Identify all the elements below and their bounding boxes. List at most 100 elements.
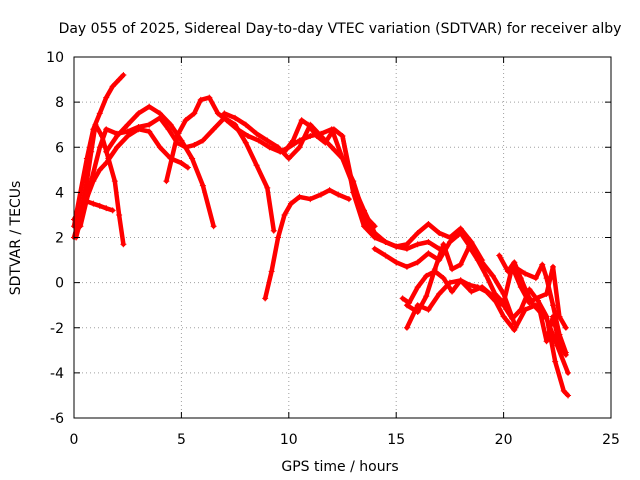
data-point [199,137,206,144]
data-point [92,121,99,128]
data-point [552,358,559,365]
data-point [111,178,118,185]
data-point [425,306,432,313]
data-point [244,132,251,139]
data-point [360,223,367,230]
data-point [565,392,572,399]
data-point [124,121,131,128]
data-point [539,261,546,268]
data-point [298,117,305,124]
data-point [532,295,539,302]
data-point [232,114,239,121]
data-point [116,211,123,218]
ticks: 0 5 10 15 20 25 -6 -4 -2 0 2 4 6 8 10 [46,50,620,448]
data-point [328,144,335,151]
data-point [326,187,333,194]
data-point [167,121,174,128]
data-point [492,290,499,297]
data-point [305,121,312,128]
data-point [221,110,228,117]
data-point [500,299,507,306]
y-axis-label: SDTVAR / TECUs [8,181,24,296]
data-point [109,83,116,90]
y-tick-label: -4 [50,366,64,382]
data-point [350,184,357,191]
series-line [164,95,377,229]
y-tick-label: 0 [55,276,64,292]
data-point [113,132,120,139]
data-point [255,137,262,144]
data-point [189,155,196,162]
data-point [423,272,430,279]
data-point [504,268,511,275]
data-point [517,275,524,282]
data-point [307,196,314,203]
data-point [275,144,282,151]
data-point [530,302,537,309]
data-point [414,284,421,291]
data-point [423,293,430,300]
y-tick-label: -2 [50,321,64,337]
data-point [436,290,443,297]
y-tick-label: 2 [55,231,64,247]
data-point [414,241,421,248]
data-point [522,306,529,313]
data-point [543,275,550,282]
data-point [290,137,297,144]
data-point [371,229,378,236]
data-point [197,96,204,103]
data-point [556,331,563,338]
data-point [109,207,116,214]
data-point [281,148,288,155]
series-arc-15 [403,241,569,331]
data-point [191,110,198,117]
data-point [103,94,110,101]
data-point [90,200,97,207]
data-point [146,128,153,135]
data-point [96,202,103,209]
data-point [165,126,172,133]
data-point [511,263,518,270]
data-point [124,128,131,135]
data-point [266,144,273,151]
data-point [330,126,337,133]
data-point [565,369,572,376]
data-point [371,245,378,252]
data-point [457,261,464,268]
data-point [191,141,198,148]
x-axis-label: GPS time / hours [281,459,398,475]
series-line [71,122,126,247]
data-point [242,139,249,146]
series-line [340,133,485,263]
data-point [532,275,539,282]
data-point [436,229,443,236]
series-arc-17 [511,261,569,356]
data-point [275,234,282,241]
data-point [264,137,271,144]
data-point [524,290,531,297]
data-point [184,164,191,171]
data-point [522,270,529,277]
data-point [382,239,389,246]
series-layer [71,72,572,399]
data-point [264,184,271,191]
data-point [537,308,544,315]
data-point [242,121,249,128]
data-point [103,148,110,155]
data-point [253,162,260,169]
data-point [562,324,569,331]
data-point [496,252,503,259]
data-point [77,223,84,230]
data-point [457,229,464,236]
data-point [262,295,269,302]
data-point [182,117,189,124]
data-point [156,144,163,151]
data-point [120,241,127,248]
series-arc-9 [262,187,352,302]
data-point [135,123,142,130]
data-point [414,229,421,236]
data-point [313,132,320,139]
data-point [96,166,103,173]
data-point [113,144,120,151]
